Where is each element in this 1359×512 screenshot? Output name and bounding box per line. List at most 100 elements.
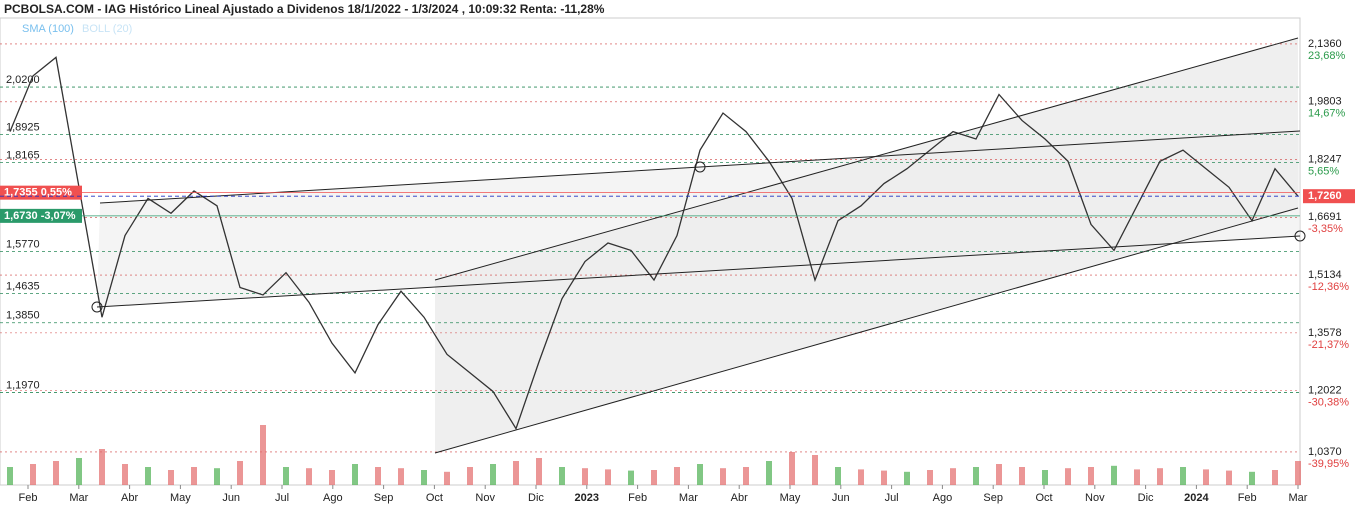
y2-tick-label: 1,8247 <box>1308 153 1342 165</box>
y2-pct-label: -12,36% <box>1308 281 1349 293</box>
y2-tick-label: 1,9803 <box>1308 96 1342 108</box>
volume-bar <box>398 468 404 485</box>
volume-bar <box>628 470 634 485</box>
anchor <box>91 301 103 313</box>
x-tick-label: Sep <box>374 492 394 504</box>
legend-entry: BOLL (20) <box>82 23 132 35</box>
level-label: 1,1970 <box>6 379 40 391</box>
level-label: 1,8925 <box>6 121 40 133</box>
marker-box <box>0 185 82 200</box>
level-label: 1,3850 <box>6 310 40 322</box>
x-tick-label: Jun <box>832 492 850 504</box>
volume-bar <box>536 458 542 485</box>
volume-bar <box>743 467 749 485</box>
trend-line <box>434 207 1299 454</box>
volume-bar <box>237 461 243 485</box>
volume-bar <box>858 469 864 485</box>
volume-bar <box>904 471 910 485</box>
volume-bar <box>720 468 726 485</box>
volume-bar <box>1134 469 1140 485</box>
volume-bar <box>582 468 588 485</box>
volume-bar <box>1157 468 1163 485</box>
marker-label: 1,7355 0,55% <box>4 187 72 199</box>
volume-bar <box>329 470 335 485</box>
x-tick-label: Dic <box>1138 492 1154 504</box>
volume-bar <box>812 455 818 485</box>
y2-tick-label: 1,5134 <box>1308 269 1342 281</box>
volume-bar <box>1295 461 1301 485</box>
volume-bar <box>1088 467 1094 485</box>
x-tick-label: Feb <box>19 492 38 504</box>
x-tick-label: Mar <box>679 492 698 504</box>
volume-bar <box>191 467 197 485</box>
x-tick-label: May <box>170 492 191 504</box>
volume-bar <box>1065 468 1071 485</box>
volume-bar <box>260 425 266 485</box>
last-label: 1,7260 <box>1308 190 1342 202</box>
volume-bar <box>1272 470 1278 485</box>
y2-pct-label: -39,95% <box>1308 458 1349 470</box>
volume-bar <box>53 461 59 485</box>
volume-bar <box>927 470 933 485</box>
volume-bar <box>697 464 703 485</box>
volume-bar <box>973 467 979 485</box>
volume-bar <box>122 464 128 485</box>
y2-pct-label: -30,38% <box>1308 397 1349 409</box>
y2-pct-label: -21,37% <box>1308 339 1349 351</box>
volume-bar <box>1111 465 1117 485</box>
y2-tick-label: 1,3578 <box>1308 327 1342 339</box>
volume-bar <box>789 452 795 485</box>
x-tick-label: Jul <box>885 492 899 504</box>
marker-label: 1,6730 -3,07% <box>4 210 76 222</box>
level-label: 1,8165 <box>6 149 40 161</box>
volume-bar <box>1180 467 1186 485</box>
volume-bar <box>490 464 496 485</box>
trend-line <box>96 235 1301 308</box>
volume-bar <box>7 467 13 485</box>
x-tick-label: Feb <box>1238 492 1257 504</box>
volume-bar <box>145 467 151 485</box>
volume-bar <box>30 464 36 485</box>
x-tick-label: May <box>780 492 801 504</box>
x-tick-label: Nov <box>1085 492 1105 504</box>
volume-bar <box>283 467 289 485</box>
channel <box>97 131 1300 307</box>
last-box <box>1303 189 1355 204</box>
volume-bar <box>674 467 680 485</box>
x-tick-label: Ago <box>323 492 343 504</box>
x-tick-label: Jun <box>222 492 240 504</box>
level-label: 1,4635 <box>6 281 40 293</box>
y2-tick-label: 1,2022 <box>1308 385 1342 397</box>
volume-bar <box>1203 469 1209 485</box>
volume-bar <box>467 467 473 485</box>
x-tick-label: 2024 <box>1184 492 1209 504</box>
y2-tick-label: 2,1360 <box>1308 38 1342 50</box>
volume-bar <box>421 470 427 485</box>
y2-pct-label: -3,35% <box>1308 223 1343 235</box>
volume-bar <box>1226 470 1232 485</box>
trend-line <box>99 130 1301 204</box>
volume-bar <box>996 464 1002 485</box>
y2-pct-label: 14,67% <box>1308 108 1346 120</box>
x-tick-label: Jul <box>275 492 289 504</box>
volume-bar <box>352 464 358 485</box>
volume-bar <box>651 470 657 485</box>
volume-bar <box>835 467 841 485</box>
price-line <box>9 56 1299 431</box>
y2-tick-label: 1,6691 <box>1308 211 1342 223</box>
x-tick-label: Mar <box>1289 492 1308 504</box>
volume-bar <box>1249 471 1255 485</box>
level-label: 1,5770 <box>6 238 40 250</box>
x-tick-label: Oct <box>1035 492 1052 504</box>
chart-title: PCBOLSA.COM - IAG Histórico Lineal Ajust… <box>4 2 605 16</box>
x-tick-label: 2023 <box>575 492 599 504</box>
x-tick-label: Abr <box>121 492 138 504</box>
volume-bar <box>444 471 450 485</box>
x-tick-label: Abr <box>731 492 748 504</box>
y2-pct-label: 23,68% <box>1308 50 1346 62</box>
marker-box <box>0 208 82 223</box>
volume-bar <box>76 458 82 485</box>
volume-bar <box>766 461 772 485</box>
volume-bar <box>375 467 381 485</box>
